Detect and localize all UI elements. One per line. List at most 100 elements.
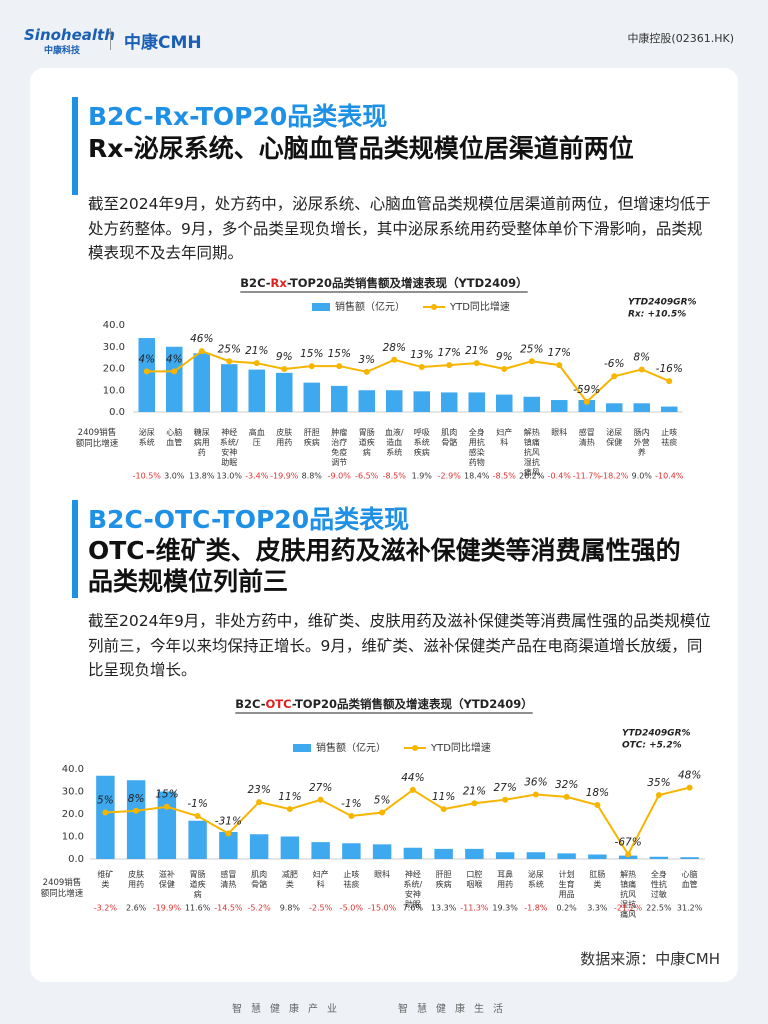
- x-tick-label: 糖尿病用药: [194, 427, 210, 457]
- title-part: -TOP20品类销售额及增速表现（YTD2409）: [292, 697, 533, 711]
- growth-label: 44%: [401, 772, 424, 784]
- row-value: 18.4%: [464, 472, 490, 481]
- growth-marker: [611, 373, 618, 380]
- x-tick-label: 维矿类: [97, 869, 113, 889]
- growth-label: -1%: [341, 798, 361, 810]
- legend-swatch: [312, 303, 330, 311]
- bar: [193, 353, 210, 412]
- bar: [303, 382, 320, 412]
- title-part: Rx: [271, 276, 288, 290]
- ticker: 中康控股(02361.HK): [627, 32, 734, 45]
- growth-marker: [409, 786, 416, 793]
- growth-label: 15%: [155, 789, 178, 801]
- bar: [441, 392, 458, 412]
- growth-label: 36%: [524, 777, 547, 789]
- x-tick-label: 肝胆疾病: [304, 428, 320, 447]
- growth-label: 8%: [128, 793, 145, 805]
- bar: [468, 392, 485, 412]
- y-tick-label: 40.0: [103, 320, 125, 331]
- x-tick-label: 皮肤用药: [128, 869, 144, 889]
- source: 数据来源：中康CMH: [580, 950, 720, 968]
- title-part: OTC: [266, 697, 292, 711]
- x-tick-label: 耳鼻用药: [497, 869, 513, 889]
- growth-marker: [473, 360, 480, 367]
- growth-marker: [379, 809, 386, 816]
- row-value: -6.5%: [355, 472, 379, 481]
- bar: [188, 820, 207, 859]
- y-tick-label: 20.0: [62, 809, 84, 820]
- heading: B2C-Rx-TOP20品类表现: [88, 102, 388, 131]
- x-tick-label: 全身性抗过敏: [651, 869, 667, 899]
- footer: 智慧健康产业: [232, 1004, 346, 1015]
- accent-bar: [72, 500, 78, 598]
- growth-marker: [418, 364, 425, 371]
- row-value: -8.5%: [383, 472, 407, 481]
- row-value: 9.8%: [280, 904, 301, 913]
- growth-marker: [253, 360, 260, 367]
- row-value: -11.3%: [460, 904, 489, 913]
- growth-label: -16%: [656, 363, 683, 375]
- growth-label: 18%: [586, 787, 609, 799]
- growth-marker: [363, 368, 370, 375]
- row-value: -19.9%: [153, 904, 182, 913]
- bar: [661, 406, 678, 412]
- x-tick-label: 解热镇痛抗风湿抗痛风: [620, 869, 636, 919]
- row-value: 13.0%: [217, 472, 243, 481]
- x-tick-label: 口腔咽喉: [466, 869, 482, 889]
- growth-label: 46%: [190, 333, 213, 345]
- row-value: -21.2%: [614, 904, 643, 913]
- divider: [110, 28, 111, 50]
- growth-label: -59%: [573, 384, 600, 396]
- row-value: -1.8%: [524, 904, 548, 913]
- bar: [495, 852, 515, 859]
- bar: [523, 396, 540, 412]
- bar: [358, 390, 375, 412]
- legend-label: YTD同比增速: [430, 741, 491, 754]
- brand-cn: 中康科技: [44, 46, 81, 56]
- row-value: -15.0%: [368, 904, 397, 913]
- legend-marker: [431, 304, 437, 310]
- growth-label: 17%: [548, 347, 571, 359]
- row-value: 13.8%: [189, 472, 215, 481]
- row-value: 8.8%: [302, 472, 323, 481]
- growth-label: 15%: [300, 348, 323, 360]
- growth-marker: [194, 813, 201, 820]
- growth-label: 48%: [678, 770, 701, 782]
- row-value: -5.2%: [248, 904, 272, 913]
- growth-label: 27%: [493, 782, 516, 794]
- growth-label: 11%: [432, 791, 455, 803]
- bar: [680, 857, 699, 859]
- growth-marker: [281, 365, 288, 372]
- subheading: OTC-维矿类、皮肤用药及滋补保健类等消费属性强的品类规模位列前三: [88, 536, 681, 596]
- y-tick-label: 10.0: [103, 385, 125, 396]
- x-tick-label: 滋补保健: [159, 869, 175, 889]
- growth-label: 5%: [97, 795, 114, 807]
- growth-marker: [391, 356, 398, 363]
- bar: [276, 372, 293, 412]
- x-tick-label: 止咳祛痰: [661, 427, 677, 447]
- x-tick-label: 肝胆疾病: [436, 870, 452, 889]
- title-part: B2C-: [235, 697, 265, 711]
- bar: [280, 836, 300, 859]
- y-tick-label: 0.0: [109, 407, 125, 418]
- x-tick-label: 皮肤用药: [276, 427, 292, 447]
- legend-label: 销售额（亿元）: [316, 741, 386, 754]
- growth-marker: [594, 802, 601, 808]
- row-value: -10.4%: [655, 472, 684, 481]
- y-tick-label: 30.0: [62, 787, 84, 798]
- bar: [331, 385, 348, 412]
- growth-marker: [583, 398, 590, 405]
- x-tick-label: 神经系统/安神助眠: [220, 427, 239, 467]
- legend-marker: [412, 745, 418, 751]
- growth-marker: [638, 366, 645, 373]
- footer: 智慧健康生活: [398, 1004, 512, 1015]
- bar: [221, 364, 238, 412]
- growth-marker: [556, 362, 563, 369]
- row-value: 7.6%: [403, 904, 424, 913]
- bar: [386, 390, 403, 412]
- growth-label: 15%: [328, 348, 351, 360]
- growth-label: 13%: [410, 349, 433, 361]
- growth-label: 5%: [374, 795, 391, 807]
- brand: Sinohealth: [24, 26, 115, 44]
- x-tick-label: 解热镇痛抗风湿抗痛风: [524, 427, 540, 477]
